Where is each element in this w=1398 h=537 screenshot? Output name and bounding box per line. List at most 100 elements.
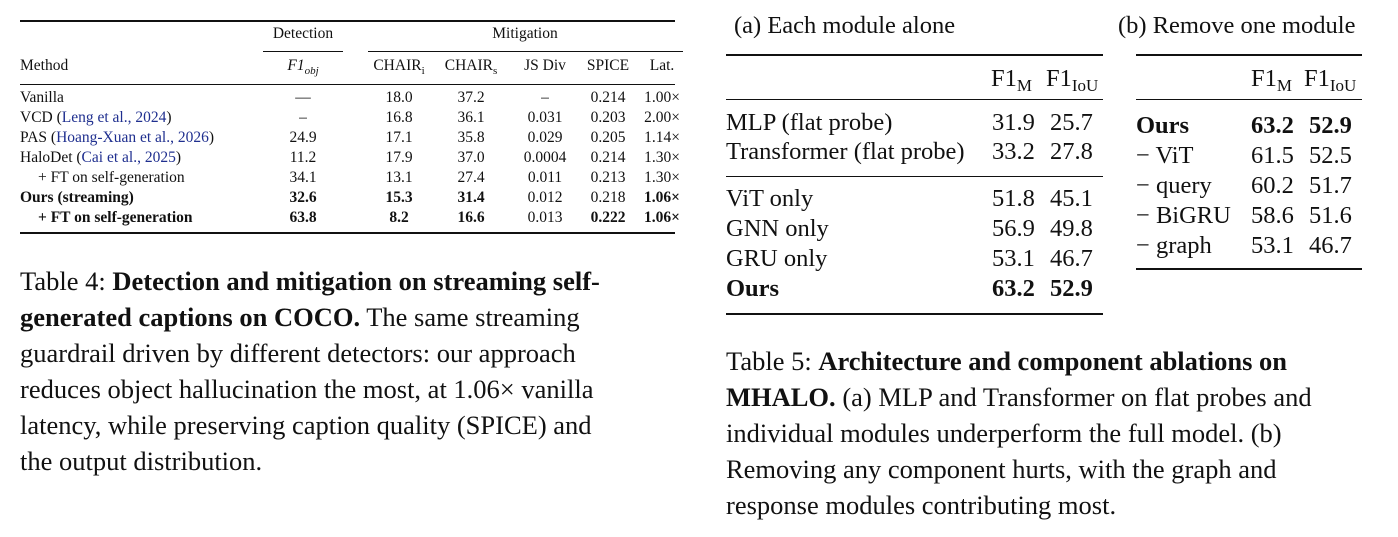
latency-cell: 1.30× — [644, 149, 680, 166]
method-cell: VCD (Leng et al., 2024) — [20, 108, 172, 128]
header-chair-s: CHAIRs — [436, 56, 506, 81]
group-header-detection: Detection — [272, 25, 334, 42]
header-f1obj: F1obj — [258, 56, 348, 81]
ablation-name: − query — [1136, 172, 1212, 199]
citation-link[interactable]: Hoang-Xuan et al., 2026 — [56, 129, 209, 146]
caption-bold-2: MHALO. — [726, 382, 836, 412]
f1iou-value: 51.7 — [1309, 172, 1352, 199]
table-row: − graph 53.1 46.7 — [1118, 231, 1383, 261]
f1m-label: F1 — [1251, 65, 1277, 92]
table5a-bottom-rule — [726, 313, 1103, 316]
f1-symbol: F1 — [287, 57, 305, 74]
caption-text-5: response modules contributing most. — [726, 490, 1117, 520]
chair-i-cell: 17.1 — [385, 129, 413, 146]
f1iou-value: 49.8 — [1050, 215, 1093, 242]
f1iou-value: 25.7 — [1050, 109, 1093, 136]
method-name: + FT on self-generation — [38, 169, 185, 186]
table-row: Ours (streaming) 32.6 15.3 31.4 0.012 0.218 1.… — [20, 188, 680, 208]
caption-text-2: (a) MLP and Transformer on flat probes a… — [842, 382, 1312, 412]
f1iou-value: 46.7 — [1050, 245, 1093, 272]
ablation-name: Ours — [1136, 112, 1190, 139]
citation-close: ) — [208, 129, 215, 146]
table-row: Transformer (flat probe) 33.2 27.8 — [726, 137, 1103, 167]
chair-s-subscript: s — [492, 65, 498, 78]
f1m-subscript: M — [1016, 76, 1033, 95]
spice-cell: 0.214 — [590, 89, 626, 106]
f1iou-subscript: IoU — [1071, 76, 1099, 95]
js-div-cell: 0.029 — [527, 129, 563, 146]
method-name: Ours (streaming) — [20, 189, 134, 206]
table5b-header-f1iou: F1IoU — [1304, 64, 1356, 94]
js-div-cell: 0.011 — [527, 169, 563, 186]
spice-cell: 0.222 — [590, 209, 626, 226]
table5b-header-f1m: F1M — [1251, 64, 1292, 94]
table-row: Ours 63.2 52.9 — [1118, 111, 1383, 141]
js-div-cell: 0.0004 — [523, 149, 567, 166]
citation-link[interactable]: Leng et al., 2024 — [61, 109, 167, 126]
citation-link[interactable]: Cai et al., 2025 — [81, 149, 176, 166]
table5-caption: Table 5: Architecture and component abla… — [726, 343, 1382, 523]
js-div-cell: 0.013 — [527, 209, 563, 226]
chair-s-cell: 37.0 — [457, 149, 485, 166]
spice-cell: 0.203 — [590, 109, 626, 126]
spice-cell: 0.205 — [590, 129, 626, 146]
table5b-title: (b) Remove one module — [1118, 12, 1356, 39]
table-row: GRU only 53.1 46.7 — [726, 244, 1103, 274]
detection-f1-cell: 34.1 — [289, 169, 317, 186]
method-name: HaloDet ( — [20, 149, 82, 166]
js-div-cell: 0.031 — [527, 109, 563, 126]
table5a-header-f1iou: F1IoU — [1046, 64, 1098, 94]
module-name: GRU only — [726, 245, 828, 272]
detection-cmidrule — [263, 51, 343, 52]
module-name: ViT only — [726, 185, 814, 212]
table-5b: (b) Remove one module F1M F1IoU Ours 63.2… — [1118, 12, 1383, 272]
detection-f1-cell: 24.9 — [289, 129, 317, 146]
detection-f1-cell: 32.6 — [289, 189, 317, 206]
detection-f1-cell: – — [299, 109, 307, 126]
chair-s-cell: 36.1 — [457, 109, 485, 126]
header-method: Method — [20, 57, 69, 74]
caption-label: Table 5: — [726, 346, 812, 376]
method-cell: + FT on self-generation — [38, 208, 193, 228]
table5a-top-rule — [726, 54, 1103, 57]
table5b-bottom-rule — [1136, 268, 1362, 271]
latency-cell: 2.00× — [644, 109, 680, 126]
chair-s-cell: 35.8 — [457, 129, 485, 146]
latency-cell: 1.30× — [644, 169, 680, 186]
table5a-mid-rule — [726, 99, 1103, 101]
f1m-value: 53.1 — [1251, 232, 1294, 259]
table4-header-row: Method F1obj CHAIRi CHAIRs JS Div SPICE … — [20, 56, 675, 77]
caption-text-4: Removing any component hurts, with the g… — [726, 454, 1277, 484]
caption-text-6: the output distribution. — [20, 446, 263, 476]
table-row: ViT only 51.8 45.1 — [726, 184, 1103, 214]
f1m-value: 58.6 — [1251, 202, 1294, 229]
table5b-mid-rule — [1136, 99, 1362, 101]
f1iou-value: 52.9 — [1050, 275, 1093, 302]
caption-text-5: latency, while preserving caption qualit… — [20, 410, 592, 440]
chair-i-label: CHAIR — [373, 57, 422, 74]
group-header-mitigation: Mitigation — [492, 25, 558, 42]
chair-s-cell: 37.2 — [457, 89, 485, 106]
table5b-top-rule — [1136, 54, 1362, 57]
table5a-header-row: F1 M F1IoU — [726, 64, 1103, 94]
header-spice: SPICE — [586, 57, 630, 74]
latency-cell: 1.14× — [644, 129, 680, 146]
module-name: Transformer (flat probe) — [726, 138, 965, 165]
f1iou-label: F1 — [1046, 65, 1072, 92]
caption-text-2: The same streaming — [366, 302, 580, 332]
table-5a: (a) Each module alone F1M F1IoU MLP (fla… — [726, 12, 1103, 322]
table-row: + FT on self-generation 63.8 8.2 16.6 0.013 0… — [20, 208, 680, 228]
method-cell: HaloDet (Cai et al., 2025) — [20, 148, 181, 168]
table-row: MLP (flat probe) 31.9 25.7 — [726, 108, 1103, 138]
js-div-cell: – — [541, 89, 549, 106]
table-row: + FT on self-generation 34.1 13.1 27.4 0.011… — [20, 168, 680, 188]
obj-subscript: obj — [304, 65, 319, 78]
spice-cell: 0.213 — [590, 169, 626, 186]
f1m-value: 53.1 — [992, 245, 1035, 272]
f1iou-label: F1 — [1304, 65, 1330, 92]
f1iou-subscript: IoU — [1329, 76, 1357, 95]
table-row: − BiGRU 58.6 51.6 — [1118, 201, 1383, 231]
f1m-value: 51.8 — [992, 185, 1035, 212]
table-row: PAS (Hoang-Xuan et al., 2026) 24.9 17.1 35.… — [20, 128, 680, 148]
table4-caption: Table 4: Detection and mitigation on str… — [20, 263, 675, 479]
